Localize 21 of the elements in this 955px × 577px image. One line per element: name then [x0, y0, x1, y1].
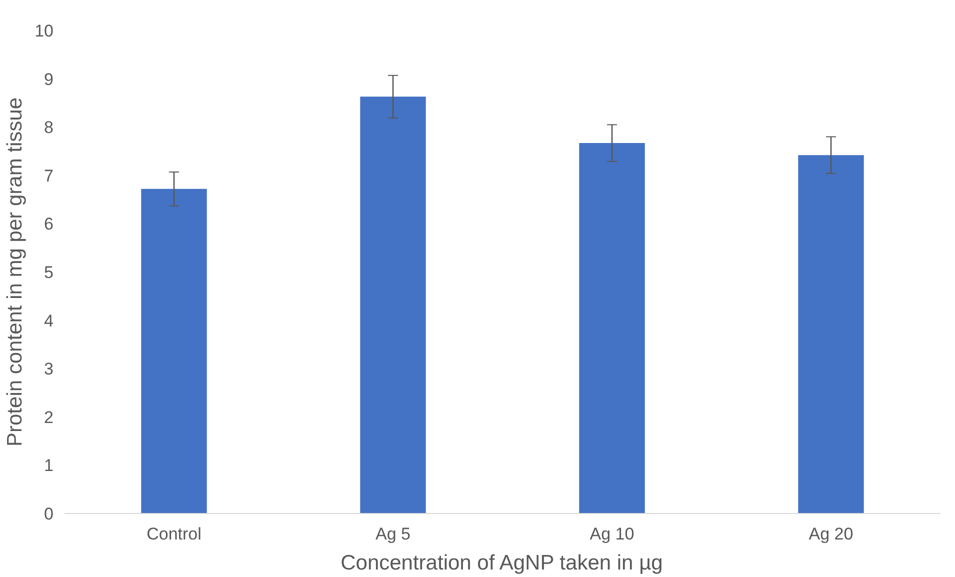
x-tick-label: Control [146, 524, 202, 544]
y-tick-label: 3 [44, 360, 54, 379]
x-tick-label: Ag 20 [808, 524, 854, 544]
bar [579, 143, 645, 514]
bar [141, 188, 207, 514]
y-tick-label: 8 [44, 118, 54, 138]
y-axis-title: Protein content in mg per gram tissue [4, 97, 27, 446]
x-tick-label: Ag 5 [376, 524, 410, 544]
x-tick-label: Ag 10 [590, 524, 634, 544]
y-tick-label: 4 [44, 311, 54, 330]
y-tick-label: 7 [44, 166, 54, 186]
y-tick-label: 9 [44, 70, 54, 89]
y-tick-label: 1 [44, 456, 54, 476]
y-tick-label: 10 [34, 22, 54, 40]
y-tick-label: 0 [44, 504, 54, 524]
y-tick-label: 6 [44, 214, 54, 234]
x-axis-title: Concentration of AgNP taken in µg [340, 552, 663, 574]
y-tick-label: 2 [44, 408, 54, 427]
y-tick-label: 5 [44, 263, 54, 282]
bar [798, 155, 864, 514]
bar [360, 96, 426, 514]
